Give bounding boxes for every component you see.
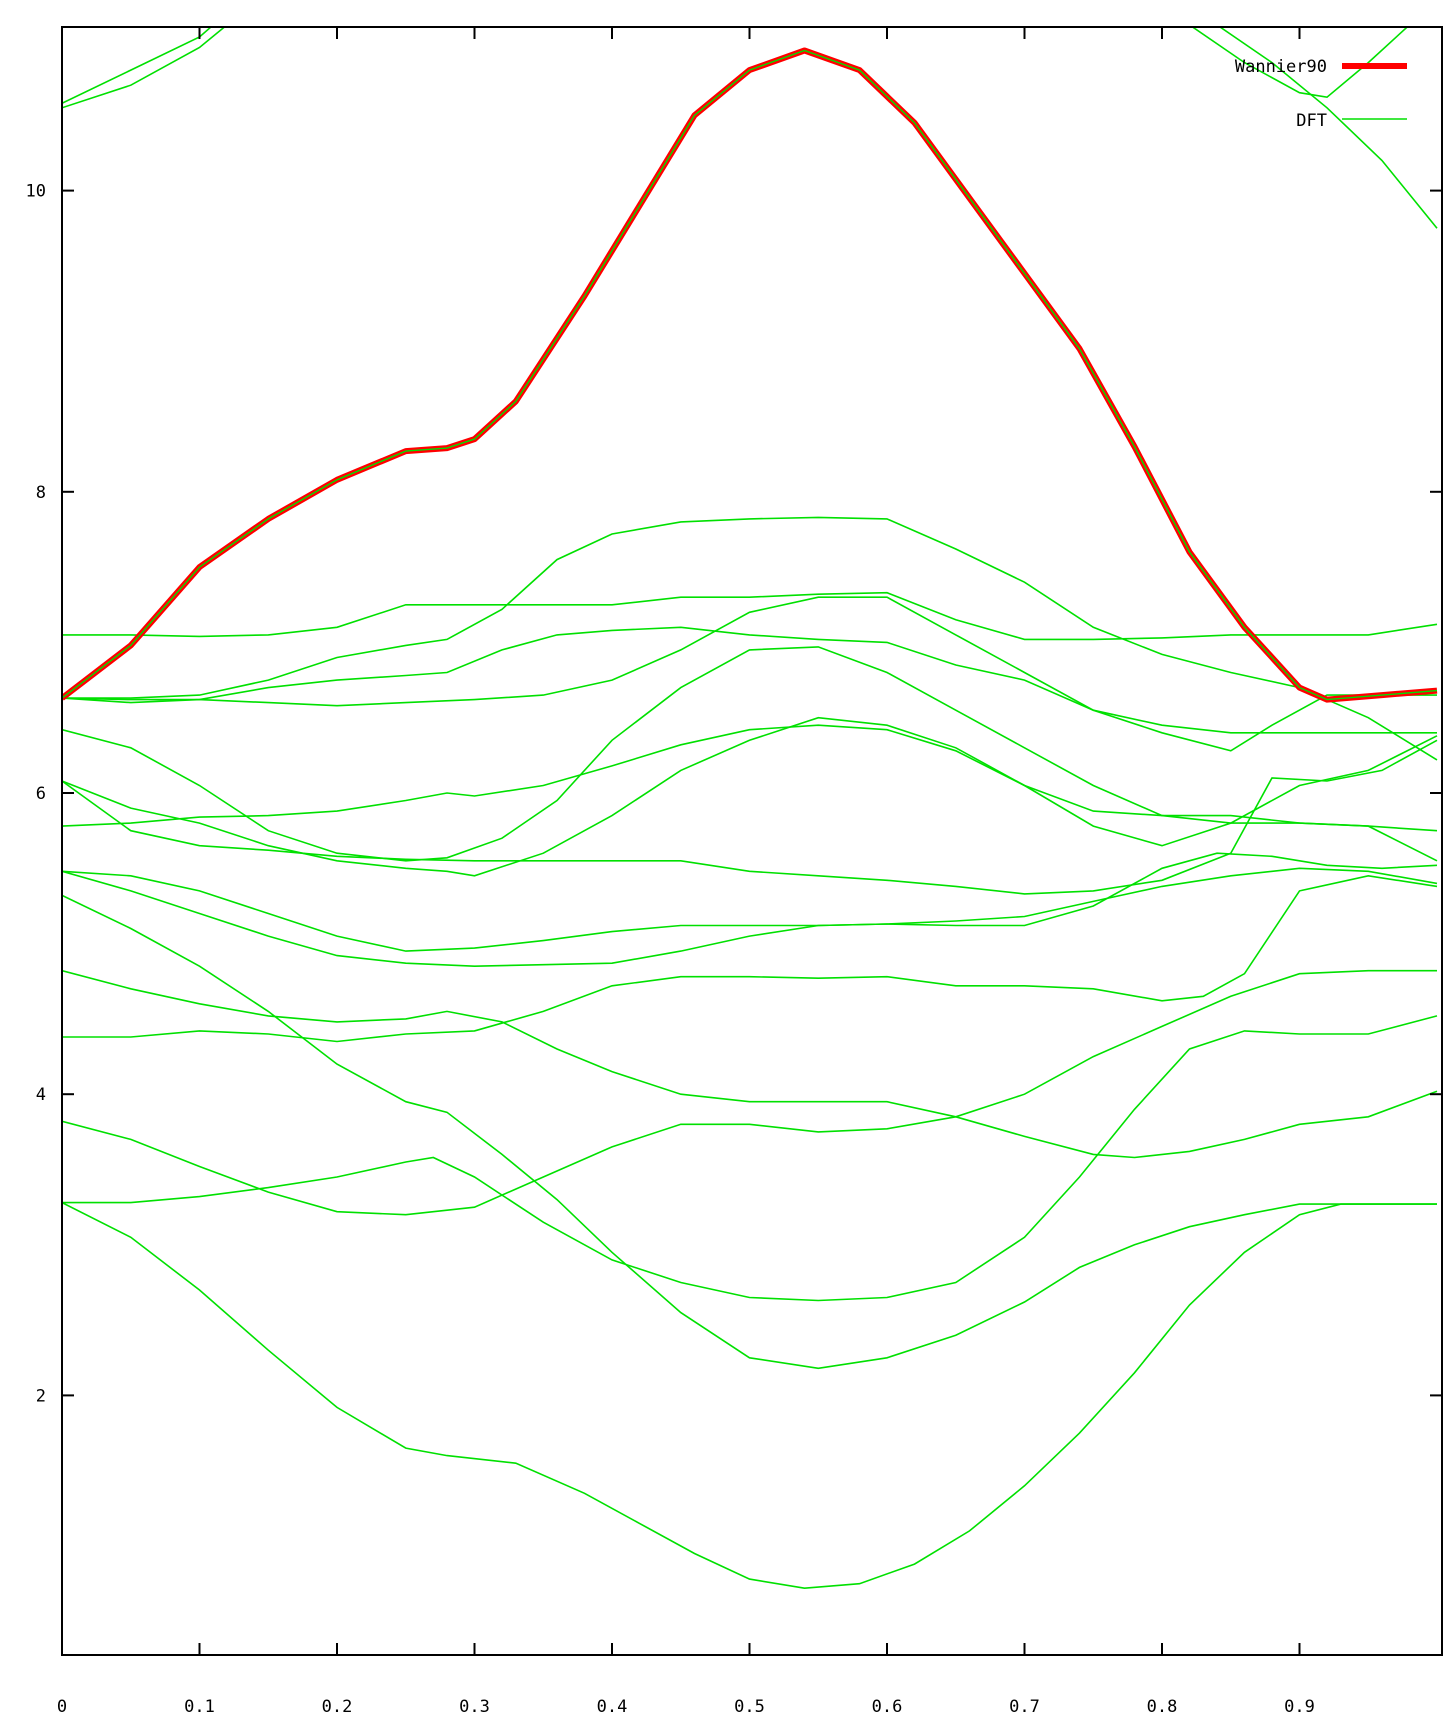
- dft-band-5: [62, 969, 1438, 1159]
- dft-band-19: [1191, 27, 1409, 99]
- dft-band-1: [62, 1201, 1437, 1590]
- x-tick-label: 0.6: [872, 1697, 903, 1717]
- dft-band-12: [62, 646, 1438, 862]
- dft-band-8: [62, 852, 1438, 952]
- plot-frame: [61, 26, 1443, 1656]
- x-tick-label: 0.2: [322, 1697, 353, 1717]
- dft-band-20: [1218, 27, 1438, 229]
- x-tick-label: 0: [57, 1697, 67, 1717]
- dft-band-15: [62, 596, 1437, 734]
- x-tick-label: 0.1: [184, 1697, 215, 1717]
- y-tick-label: 6: [36, 784, 46, 804]
- wannier90-series: [62, 47, 1438, 703]
- y-tick-label: 2: [36, 1386, 46, 1406]
- legend: Wannier90 DFT: [1235, 57, 1407, 131]
- dft-band-17: [62, 27, 226, 109]
- x-axis-ticks: 0 0.1 0.2 0.3 0.4 0.5 0.6 0.7 0.8 0.9: [57, 27, 1315, 1717]
- x-tick-label: 0.4: [597, 1697, 628, 1717]
- dft-band-7: [62, 867, 1438, 968]
- dft-bands: [62, 27, 1438, 1590]
- dft-band-14: [62, 516, 1438, 761]
- x-tick-label: 0.3: [459, 1697, 490, 1717]
- dft-band-6: [62, 894, 1437, 1370]
- dft-band-13: [62, 626, 1437, 752]
- dft-band-3: [62, 969, 1437, 1216]
- x-tick-label: 0.5: [734, 1697, 765, 1717]
- y-axis-ticks: 2 4 6 8 10: [26, 182, 1442, 1406]
- dft-band-top: [62, 49, 1438, 701]
- x-tick-label: 0.9: [1284, 1697, 1315, 1717]
- dft-band-18: [62, 27, 213, 105]
- dft-band-11: [62, 716, 1438, 877]
- legend-label-dft: DFT: [1296, 111, 1327, 131]
- dft-band-9: [62, 724, 1438, 862]
- y-tick-label: 8: [36, 483, 46, 503]
- y-tick-label: 4: [36, 1085, 46, 1105]
- dft-band-16: [62, 591, 1438, 641]
- dft-band-2: [62, 1015, 1438, 1302]
- y-tick-label: 10: [26, 182, 46, 202]
- x-tick-label: 0.8: [1147, 1697, 1178, 1717]
- x-tick-label: 0.7: [1009, 1697, 1040, 1717]
- legend-label-wannier90: Wannier90: [1235, 57, 1327, 77]
